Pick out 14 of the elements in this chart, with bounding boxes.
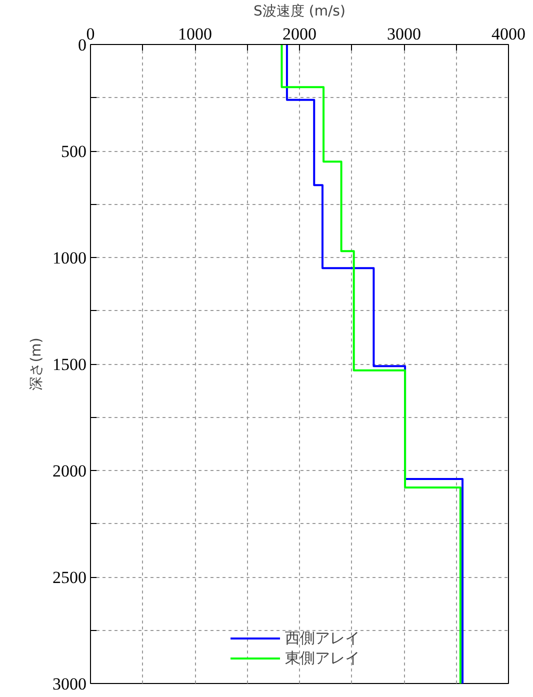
legend-label: 東側アレイ	[285, 648, 360, 668]
y-tick-label: 2500	[52, 568, 86, 587]
y-axis-title: 深さ(m)	[28, 338, 44, 390]
legend-label: 西側アレイ	[285, 628, 360, 648]
x-tick-label: 3000	[387, 24, 421, 44]
y-tick-label: 3000	[52, 674, 86, 694]
y-tick-label: 1000	[52, 248, 86, 268]
x-tick-label: 1000	[178, 24, 212, 44]
x-tick-label: 2000	[282, 24, 316, 44]
y-tick-label: 500	[61, 142, 86, 161]
y-tick-label: 2000	[52, 462, 86, 480]
y-tick-label: 1500	[52, 355, 86, 374]
x-axis-title: S波速度 (m/s)	[254, 4, 346, 20]
x-tick-label: 4000	[492, 24, 526, 44]
